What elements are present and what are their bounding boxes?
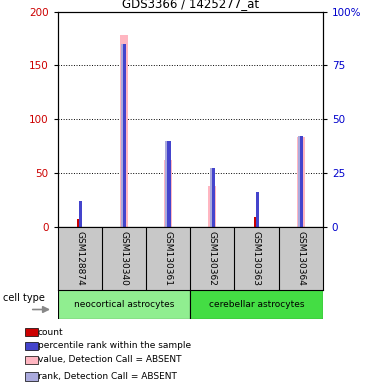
Title: GDS3366 / 1425277_at: GDS3366 / 1425277_at — [122, 0, 259, 10]
Bar — [256, 192, 259, 227]
Bar — [297, 137, 305, 227]
Text: value, Detection Call = ABSENT: value, Detection Call = ABSENT — [38, 356, 181, 364]
Text: rank, Detection Call = ABSENT: rank, Detection Call = ABSENT — [38, 372, 177, 381]
Bar — [79, 201, 82, 227]
Text: cell type: cell type — [3, 293, 45, 303]
Bar — [208, 186, 216, 227]
Bar — [120, 35, 128, 227]
Bar — [210, 169, 215, 227]
Text: cerebellar astrocytes: cerebellar astrocytes — [209, 300, 304, 309]
Bar — [123, 44, 126, 227]
Text: count: count — [38, 328, 63, 336]
Bar — [300, 136, 303, 227]
Text: percentile rank within the sample: percentile rank within the sample — [38, 341, 191, 351]
Text: GSM130361: GSM130361 — [164, 231, 173, 286]
Bar — [164, 160, 172, 227]
Bar — [26, 342, 38, 350]
Text: GSM130340: GSM130340 — [119, 231, 128, 286]
Bar — [298, 136, 303, 227]
Text: GSM128874: GSM128874 — [75, 231, 84, 286]
Bar — [211, 169, 215, 227]
Text: GSM130364: GSM130364 — [296, 231, 305, 286]
Bar — [121, 44, 127, 227]
Bar — [77, 219, 80, 227]
Bar — [165, 141, 171, 227]
Bar — [26, 328, 38, 336]
Text: GSM130362: GSM130362 — [208, 231, 217, 286]
Text: neocortical astrocytes: neocortical astrocytes — [73, 300, 174, 309]
Bar — [58, 290, 190, 319]
Bar — [167, 141, 171, 227]
Text: GSM130363: GSM130363 — [252, 231, 261, 286]
Bar — [254, 217, 257, 227]
Bar — [26, 372, 38, 381]
Bar — [190, 290, 323, 319]
Bar — [26, 356, 38, 364]
